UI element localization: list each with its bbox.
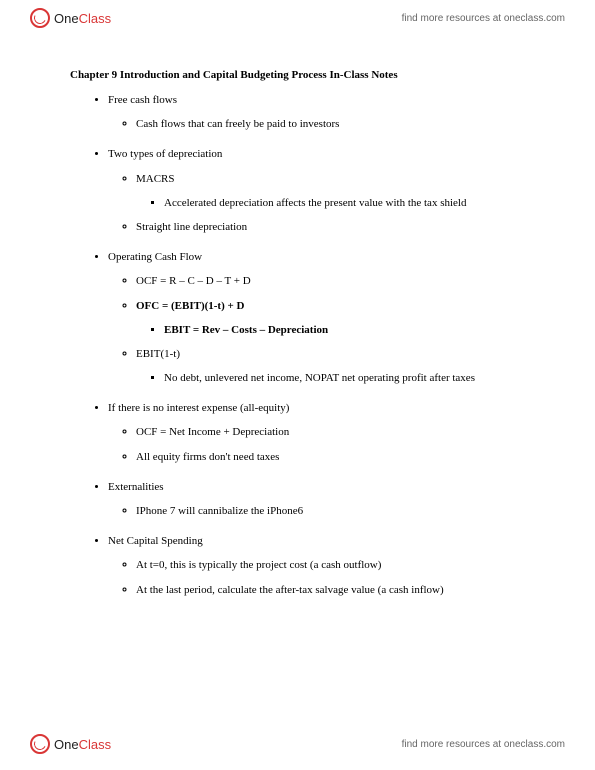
brand-name: OneClass [54, 737, 111, 752]
brand-logo: OneClass [30, 8, 111, 28]
list-item: Operating Cash Flow OCF = R – C – D – T … [108, 245, 525, 390]
brand-first: One [54, 737, 79, 752]
brand-first: One [54, 11, 79, 26]
item-text: Cash flows that can freely be paid to in… [136, 118, 339, 130]
list-item: All equity firms don't need taxes [136, 445, 525, 469]
list-item: IPhone 7 will cannibalize the iPhone6 [136, 499, 525, 523]
item-text: MACRS [136, 173, 175, 185]
list-item: OCF = R – C – D – T + D [136, 269, 525, 293]
list-item: Two types of depreciation MACRS Accelera… [108, 142, 525, 239]
logo-icon [30, 734, 50, 754]
list-item: OFC = (EBIT)(1-t) + D EBIT = Rev – Costs… [136, 294, 525, 342]
list-item: No debt, unlevered net income, NOPAT net… [164, 366, 525, 390]
item-text: Externalities [108, 481, 164, 493]
item-text: At t=0, this is typically the project co… [136, 559, 381, 571]
item-text: EBIT = Rev – Costs – Depreciation [164, 324, 328, 336]
brand-logo: OneClass [30, 734, 111, 754]
list-item: Free cash flows Cash flows that can free… [108, 88, 525, 136]
item-text: Net Capital Spending [108, 535, 203, 547]
item-text: OFC = (EBIT)(1-t) + D [136, 300, 244, 312]
list-item: EBIT = Rev – Costs – Depreciation [164, 318, 525, 342]
brand-name: OneClass [54, 11, 111, 26]
item-text: Accelerated depreciation affects the pre… [164, 197, 466, 209]
list-item: Accelerated depreciation affects the pre… [164, 191, 525, 215]
logo-icon [30, 8, 50, 28]
item-text: If there is no interest expense (all-equ… [108, 402, 289, 414]
item-text: Free cash flows [108, 94, 177, 106]
footer-link[interactable]: find more resources at oneclass.com [402, 739, 565, 750]
page-header: OneClass find more resources at oneclass… [0, 0, 595, 36]
page-footer: OneClass find more resources at oneclass… [0, 726, 595, 762]
list-item: Cash flows that can freely be paid to in… [136, 112, 525, 136]
item-text: All equity firms don't need taxes [136, 451, 279, 463]
item-text: OCF = R – C – D – T + D [136, 275, 251, 287]
item-text: At the last period, calculate the after-… [136, 584, 444, 596]
list-item: Externalities IPhone 7 will cannibalize … [108, 475, 525, 523]
notes-list: Free cash flows Cash flows that can free… [70, 88, 525, 602]
header-link[interactable]: find more resources at oneclass.com [402, 13, 565, 24]
list-item: OCF = Net Income + Depreciation [136, 420, 525, 444]
item-text: Straight line depreciation [136, 221, 247, 233]
list-item: If there is no interest expense (all-equ… [108, 396, 525, 469]
item-text: OCF = Net Income + Depreciation [136, 426, 289, 438]
document-body: Chapter 9 Introduction and Capital Budge… [0, 36, 595, 612]
item-text: Two types of depreciation [108, 148, 222, 160]
list-item: At the last period, calculate the after-… [136, 578, 525, 602]
list-item: Straight line depreciation [136, 215, 525, 239]
item-text: IPhone 7 will cannibalize the iPhone6 [136, 505, 303, 517]
brand-second: Class [79, 737, 112, 752]
list-item: MACRS Accelerated depreciation affects t… [136, 167, 525, 215]
list-item: At t=0, this is typically the project co… [136, 553, 525, 577]
item-text: EBIT(1-t) [136, 348, 180, 360]
brand-second: Class [79, 11, 112, 26]
page-title: Chapter 9 Introduction and Capital Budge… [70, 64, 525, 86]
item-text: No debt, unlevered net income, NOPAT net… [164, 372, 475, 384]
list-item: EBIT(1-t) No debt, unlevered net income,… [136, 342, 525, 390]
list-item: Net Capital Spending At t=0, this is typ… [108, 529, 525, 602]
item-text: Operating Cash Flow [108, 251, 202, 263]
